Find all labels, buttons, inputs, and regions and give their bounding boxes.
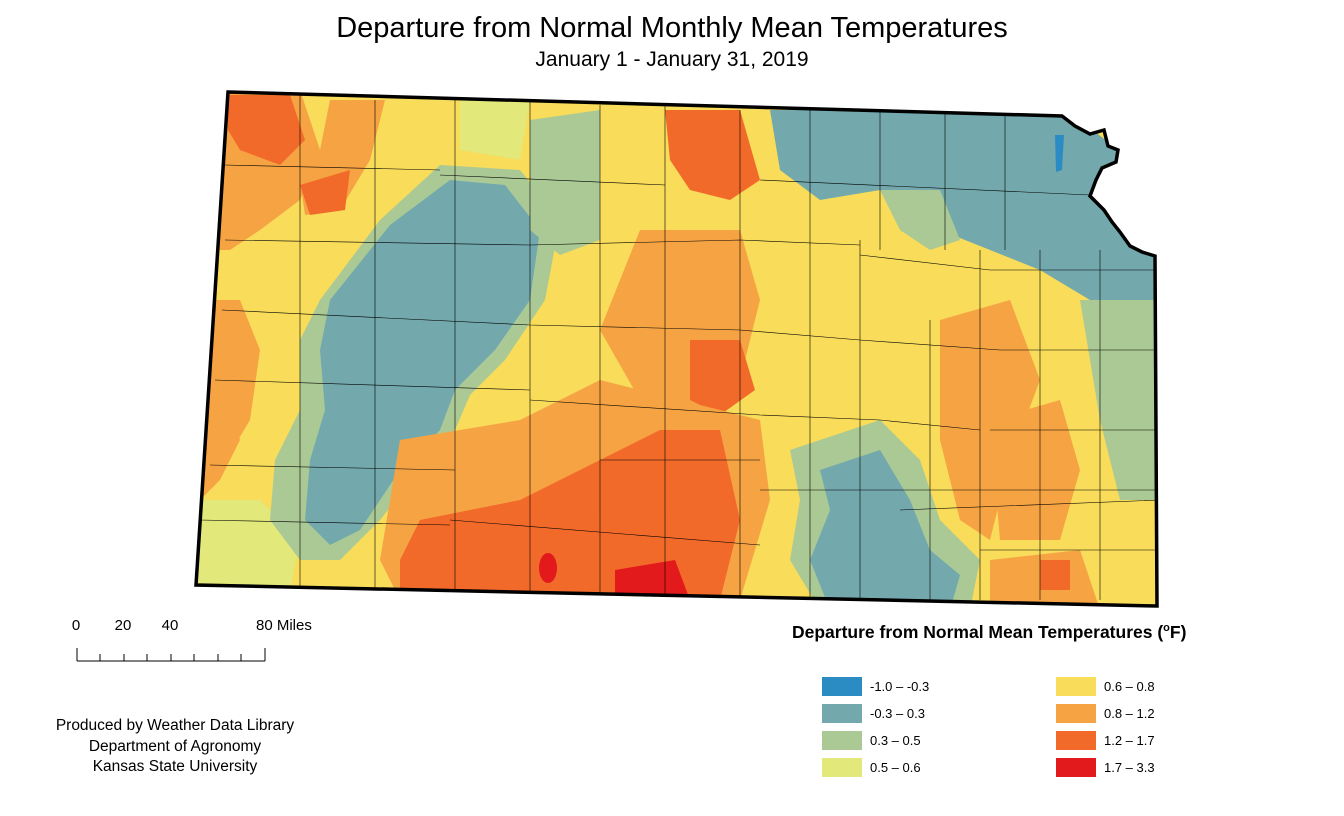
- zone-nw-red: [228, 95, 305, 165]
- legend-swatch: [822, 703, 862, 723]
- zone-n-yellow: [460, 100, 530, 160]
- legend-item: -0.3 – 0.3: [822, 703, 925, 723]
- county-lines: [199, 95, 1157, 600]
- legend-swatch: [822, 730, 862, 750]
- zone-nc-green: [530, 110, 600, 255]
- zone-sc-red: [400, 430, 740, 600]
- legend-item: 0.6 – 0.8: [1056, 676, 1155, 696]
- zone-ne-blue: [770, 110, 1157, 360]
- map-title: Departure from Normal Monthly Mean Tempe…: [336, 12, 1008, 44]
- zone-central-red: [690, 340, 755, 415]
- kansas-state-outline: [194, 90, 1159, 608]
- legend-item: 0.8 – 1.2: [1056, 703, 1155, 723]
- legend-item: 1.2 – 1.7: [1056, 730, 1155, 750]
- zone-n-red: [300, 170, 350, 215]
- credit-line: Department of Agronomy: [88, 737, 262, 755]
- zone-s-deepred-2: [539, 553, 557, 583]
- credit-line: Produced by Weather Data Library: [55, 717, 295, 734]
- temperature-departure-fill: [196, 92, 1157, 606]
- credit-line: Kansas State University: [92, 758, 258, 775]
- legend-item: 1.7 – 3.3: [1056, 757, 1155, 777]
- zone-ncn-red: [665, 110, 760, 200]
- legend-item: -1.0 – -0.3: [822, 676, 929, 696]
- zone-e2-orange: [990, 400, 1080, 540]
- legend-swatch: [822, 676, 862, 696]
- legend: -1.0 – -0.3 -0.3 – 0.3 0.3 – 0.5 0.5 – 0…: [822, 676, 1222, 786]
- zone-wc-blue: [305, 180, 540, 545]
- legend-title: Departure from Normal Mean Temperatures …: [792, 622, 1187, 642]
- scale-bar: 0 20 40 80 Miles: [70, 617, 330, 662]
- scale-tick-label: 20: [114, 617, 132, 634]
- legend-swatch: [1056, 730, 1096, 750]
- credits: Produced by Weather Data Library Departm…: [30, 716, 320, 778]
- legend-swatch: [1056, 676, 1096, 696]
- scale-tick-label: 80 Miles: [256, 617, 312, 634]
- zone-ne-green: [880, 190, 960, 250]
- scale-tick-label: 0: [71, 617, 81, 634]
- legend-item: 0.5 – 0.6: [822, 757, 921, 777]
- legend-swatch: [1056, 757, 1096, 777]
- legend-item: 0.3 – 0.5: [822, 730, 921, 750]
- zone-ne-lightblue: [1055, 135, 1064, 172]
- legend-swatch: [1056, 703, 1096, 723]
- zone-se-red: [1040, 560, 1070, 590]
- scale-tick-label: 40: [161, 617, 179, 634]
- legend-swatch: [822, 757, 862, 777]
- scale-bar-line: [76, 648, 266, 662]
- map-subtitle: January 1 - January 31, 2019: [535, 48, 809, 71]
- zone-s-deepred: [615, 560, 690, 602]
